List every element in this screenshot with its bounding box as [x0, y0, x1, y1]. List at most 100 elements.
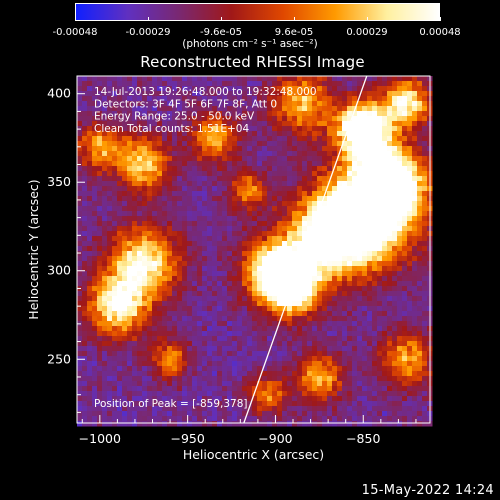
heatmap-pixel [342, 381, 348, 387]
heatmap-pixel [267, 321, 273, 327]
heatmap-pixel [377, 151, 383, 157]
heatmap-pixel [132, 246, 138, 252]
heatmap-pixel [387, 106, 393, 112]
heatmap-pixel [402, 186, 408, 192]
heatmap-pixel [232, 146, 238, 152]
heatmap-pixel [132, 256, 138, 262]
heatmap-pixel [82, 171, 88, 177]
heatmap-pixel [117, 296, 123, 302]
heatmap-pixel [227, 96, 233, 102]
heatmap-pixel [277, 301, 283, 307]
heatmap-pixel [392, 301, 398, 307]
heatmap-pixel [392, 391, 398, 397]
heatmap-pixel [127, 146, 133, 152]
heatmap-pixel [167, 366, 173, 372]
heatmap-pixel [357, 206, 363, 212]
heatmap-pixel [337, 76, 343, 82]
heatmap-pixel [142, 401, 148, 407]
heatmap-pixel [352, 361, 358, 367]
heatmap-pixel [112, 76, 118, 82]
heatmap-pixel [102, 381, 108, 387]
heatmap-pixel [242, 146, 248, 152]
heatmap-pixel [97, 396, 103, 402]
heatmap-pixel [327, 241, 333, 247]
heatmap-pixel [77, 296, 83, 302]
heatmap-pixel [207, 131, 213, 137]
heatmap-pixel [247, 301, 253, 307]
heatmap-pixel [177, 191, 183, 197]
heatmap-pixel [82, 221, 88, 227]
heatmap-pixel [327, 116, 333, 122]
heatmap-pixel [87, 356, 93, 362]
heatmap-pixel [382, 196, 388, 202]
heatmap-pixel [292, 406, 298, 412]
heatmap-pixel [202, 386, 208, 392]
heatmap-pixel [412, 306, 418, 312]
heatmap-pixel [257, 226, 263, 232]
heatmap-pixel [207, 121, 213, 127]
heatmap-pixel [217, 196, 223, 202]
heatmap-pixel [352, 296, 358, 302]
heatmap-pixel [332, 346, 338, 352]
heatmap-pixel [152, 341, 158, 347]
heatmap-pixel [287, 296, 293, 302]
heatmap-pixel [392, 76, 398, 82]
heatmap-pixel [132, 386, 138, 392]
heatmap-pixel [152, 406, 158, 412]
heatmap-pixel [137, 351, 143, 357]
heatmap-pixel [192, 251, 198, 257]
heatmap-pixel [117, 116, 123, 122]
heatmap-pixel [167, 396, 173, 402]
heatmap-pixel [222, 306, 228, 312]
heatmap-pixel [312, 256, 318, 262]
heatmap-pixel [142, 206, 148, 212]
heatmap-pixel [242, 91, 248, 97]
heatmap-pixel [327, 261, 333, 267]
heatmap-pixel [292, 271, 298, 277]
heatmap-pixel [167, 106, 173, 112]
colorbar-tick-mark [221, 17, 222, 21]
heatmap-pixel [162, 206, 168, 212]
heatmap-pixel [322, 281, 328, 287]
heatmap-pixel [92, 296, 98, 302]
heatmap-pixel [412, 231, 418, 237]
heatmap-pixel [287, 236, 293, 242]
heatmap-pixel [302, 191, 308, 197]
heatmap-pixel [147, 416, 153, 422]
heatmap-pixel [147, 321, 153, 327]
heatmap-pixel [217, 361, 223, 367]
heatmap-pixel [197, 291, 203, 297]
heatmap-pixel [417, 371, 423, 377]
heatmap-pixel [387, 146, 393, 152]
heatmap-pixel [137, 346, 143, 352]
heatmap-pixel [402, 396, 408, 402]
heatmap-pixel [302, 286, 308, 292]
heatmap-pixel [177, 211, 183, 217]
heatmap-pixel [397, 191, 403, 197]
heatmap-pixel [267, 106, 273, 112]
heatmap-pixel [127, 216, 133, 222]
heatmap-pixel [182, 371, 188, 377]
heatmap-pixel [147, 271, 153, 277]
heatmap-pixel [257, 76, 263, 82]
heatmap-pixel [352, 191, 358, 197]
heatmap-pixel [112, 166, 118, 172]
heatmap-pixel [362, 76, 368, 82]
heatmap-pixel [392, 401, 398, 407]
heatmap-pixel [192, 316, 198, 322]
heatmap-pixel [297, 371, 303, 377]
heatmap-pixel [102, 176, 108, 182]
heatmap-pixel [102, 261, 108, 267]
heatmap-pixel [377, 276, 383, 282]
heatmap-pixel [357, 346, 363, 352]
heatmap-pixel [187, 186, 193, 192]
heatmap-pixel [422, 331, 428, 337]
heatmap-pixel [322, 416, 328, 422]
heatmap-pixel [407, 91, 413, 97]
heatmap-pixel [417, 301, 423, 307]
heatmap-pixel [147, 316, 153, 322]
heatmap-pixel [197, 121, 203, 127]
heatmap-pixel [162, 286, 168, 292]
heatmap-pixel [392, 111, 398, 117]
heatmap-pixel [212, 266, 218, 272]
